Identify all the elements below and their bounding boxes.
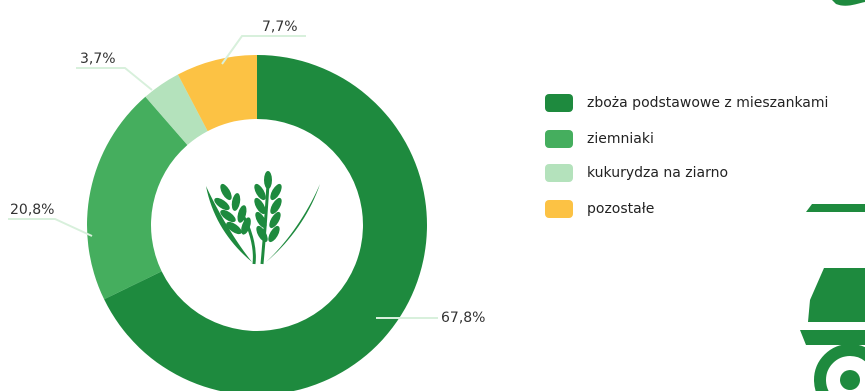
- donut-slice-0: [104, 55, 427, 391]
- donut-slices: [87, 55, 427, 391]
- data-label-pozostale: 7,7%: [262, 19, 298, 35]
- data-label-kukurydza: 3,7%: [80, 51, 116, 67]
- tractor-icon: [800, 0, 865, 391]
- data-label-zboza: 67,8%: [441, 310, 485, 326]
- leader-line-7-7: [221, 35, 306, 65]
- legend-label: zboża podstawowe z mieszankami: [587, 95, 829, 111]
- leader-line-20-8: [8, 218, 93, 237]
- wheat-icon: [206, 171, 320, 265]
- legend-item-zboza: zboża podstawowe z mieszankami: [545, 94, 828, 112]
- legend-item-pozostale: pozostałe: [545, 200, 828, 218]
- donut-slice-2: [145, 74, 208, 146]
- donut-slice-1: [87, 96, 188, 300]
- legend-item-ziemniaki: ziemniaki: [545, 130, 828, 148]
- legend-label: kukurydza na ziarno: [587, 165, 729, 181]
- donut-slice-3: [177, 55, 257, 132]
- legend-label: ziemniaki: [587, 131, 654, 147]
- legend-label: pozostałe: [587, 201, 655, 217]
- legend-swatch: [545, 164, 573, 182]
- legend-item-kukurydza: kukurydza na ziarno: [545, 164, 828, 182]
- legend-swatch: [545, 200, 573, 218]
- legend-swatch: [545, 130, 573, 148]
- data-label-ziemniaki: 20,8%: [10, 202, 54, 218]
- legend-swatch: [545, 94, 573, 112]
- leader-line-3-7: [76, 67, 153, 91]
- legend: zboża podstawowe z mieszankami ziemniaki…: [545, 94, 828, 236]
